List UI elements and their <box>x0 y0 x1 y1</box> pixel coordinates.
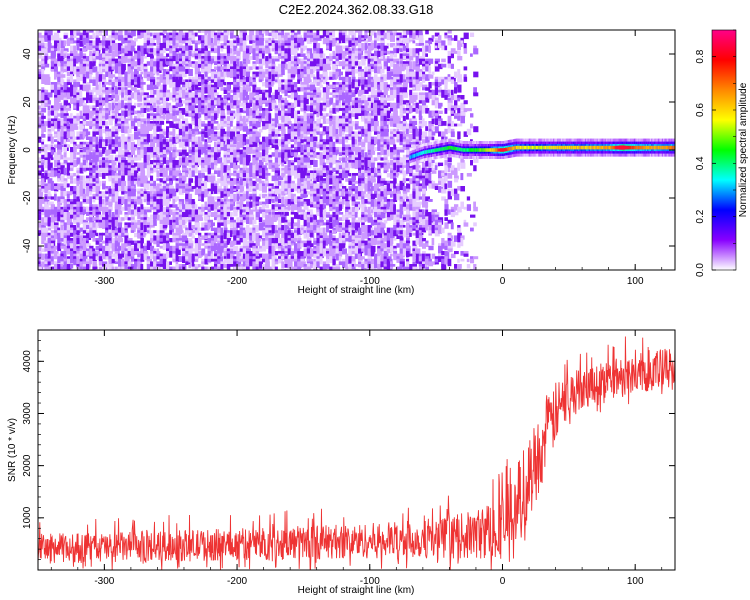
y-tick-label: 20 <box>22 96 33 108</box>
colorbar-tick-label: 0.0 <box>695 263 706 277</box>
snr-series <box>38 336 675 570</box>
x-tick-label: -200 <box>227 276 247 287</box>
colorbar-frame <box>711 29 737 271</box>
x-tick-label: -100 <box>360 576 380 587</box>
y-tick-label: 4000 <box>22 350 33 373</box>
colorbar-scale <box>712 30 736 270</box>
x-tick-label: 0 <box>500 276 506 287</box>
x-tick-label: -200 <box>227 576 247 587</box>
y-tick-label: -40 <box>22 238 33 253</box>
signal-hotspot <box>614 145 629 150</box>
colorbar-tick-label: 0.2 <box>695 209 706 223</box>
colorbar-tick-label: 0.6 <box>695 103 706 117</box>
spectrogram-signal <box>409 138 675 167</box>
spectrogram-x-axis-label: Height of straight line (km) <box>298 285 415 296</box>
snr-x-axis-label: Height of straight line (km) <box>298 585 415 596</box>
x-tick-label: 100 <box>627 276 644 287</box>
y-tick-label: -20 <box>22 190 33 205</box>
signal-hotspot <box>497 148 508 152</box>
snr-background <box>38 330 675 570</box>
snr-frame <box>37 329 676 571</box>
chart-title: C2E2.2024.362.08.33.G18 <box>278 2 434 17</box>
y-tick-label: 0 <box>22 147 33 153</box>
snr-ticks: -300 -200 -100 0 100 1000 2000 3000 4000 <box>22 329 675 587</box>
x-tick-label: 100 <box>627 576 644 587</box>
spectrogram-y-axis-label: Frequency (Hz) <box>7 116 18 185</box>
colorbar-tick-label: 0.8 <box>695 49 706 63</box>
snr-y-axis-label: SNR (10 * v/v) <box>7 418 18 482</box>
colorbar-ticks: 0.0 0.2 0.4 0.6 0.8 <box>695 29 736 277</box>
y-tick-label: 2000 <box>22 454 33 477</box>
x-tick-label: 0 <box>500 576 506 587</box>
snr-line <box>38 336 675 570</box>
colorbar: 0.0 0.2 0.4 0.6 0.8 Normalized spectral ampl… <box>695 29 749 277</box>
y-tick-label: 3000 <box>22 402 33 425</box>
snr-panel: -300 -200 -100 0 100 1000 2000 3000 4000 Height … <box>7 329 676 596</box>
y-tick-label: 40 <box>22 48 33 60</box>
y-tick-label: 1000 <box>22 506 33 529</box>
spectrogram-noise <box>38 30 479 270</box>
x-tick-label: -300 <box>94 576 114 587</box>
colorbar-label: Normalized spectral amplitude <box>738 82 749 217</box>
colorbar-tick-label: 0.4 <box>695 156 706 170</box>
x-tick-label: -100 <box>360 276 380 287</box>
x-tick-label: -300 <box>94 276 114 287</box>
